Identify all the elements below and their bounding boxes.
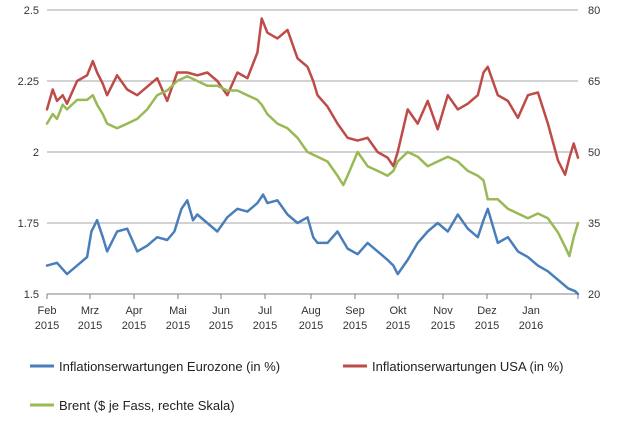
series-lines: [45, 17, 580, 296]
x-tick-month: Mai: [169, 305, 187, 317]
x-tick-year: 2015: [253, 320, 277, 332]
axes: [46, 293, 579, 299]
left-y-axis: 1.5 1.75 2 2.25 2.5: [18, 5, 39, 301]
right-y-axis: 20 35 50 65 80: [588, 5, 600, 301]
x-tick-year: 2015: [35, 320, 59, 332]
x-tick-year: 2015: [386, 320, 410, 332]
x-tick-month: Mrz: [81, 305, 99, 317]
y-right-tick-label: 80: [588, 5, 600, 17]
y-left-tick-label: 2.5: [24, 5, 39, 17]
gridlines: [47, 9, 578, 224]
x-tick-year: 2015: [299, 320, 323, 332]
y-left-tick-label: 1.75: [18, 218, 39, 230]
x-tick-year: 2016: [519, 320, 543, 332]
x-tick-month: Sep: [345, 305, 365, 317]
legend-label: Brent ($ je Fass, rechte Skala): [59, 398, 235, 413]
x-tick-month: Aug: [301, 305, 321, 317]
series-line-2: [45, 75, 580, 258]
legend: Inflationserwartungen Eurozone (in %) Inf…: [30, 359, 563, 413]
y-left-tick-label: 2.25: [18, 76, 39, 88]
x-tick-month: Dez: [477, 305, 497, 317]
y-right-tick-label: 35: [588, 218, 600, 230]
x-tick-month: Jul: [258, 305, 272, 317]
x-tick-year: 2015: [209, 320, 233, 332]
x-tick-year: 2015: [166, 320, 190, 332]
y-right-tick-label: 50: [588, 147, 600, 159]
series-line-1: [45, 17, 580, 176]
y-right-tick-label: 65: [588, 76, 600, 88]
x-tick-month: Okt: [389, 305, 406, 317]
x-tick-month: Apr: [125, 305, 142, 317]
x-tick-month: Jan: [522, 305, 540, 317]
legend-label: Inflationserwartungen Eurozone (in %): [59, 359, 280, 374]
legend-label: Inflationserwartungen USA (in %): [372, 359, 563, 374]
x-tick-month: Jun: [212, 305, 230, 317]
x-axis: Feb 2015 Mrz 2015 Apr 2015 Mai 2015 Jun 2015 Jul 20…: [35, 305, 543, 332]
series-line-0: [45, 193, 580, 296]
x-tick-month: Nov: [433, 305, 453, 317]
x-tick-year: 2015: [78, 320, 102, 332]
y-left-tick-label: 1.5: [24, 289, 39, 301]
x-tick-year: 2015: [343, 320, 367, 332]
x-tick-year: 2015: [431, 320, 455, 332]
x-tick-year: 2015: [122, 320, 146, 332]
x-tick-month: Feb: [38, 305, 57, 317]
x-tick-year: 2015: [475, 320, 499, 332]
y-left-tick-label: 2: [33, 147, 39, 159]
y-right-tick-label: 20: [588, 289, 600, 301]
